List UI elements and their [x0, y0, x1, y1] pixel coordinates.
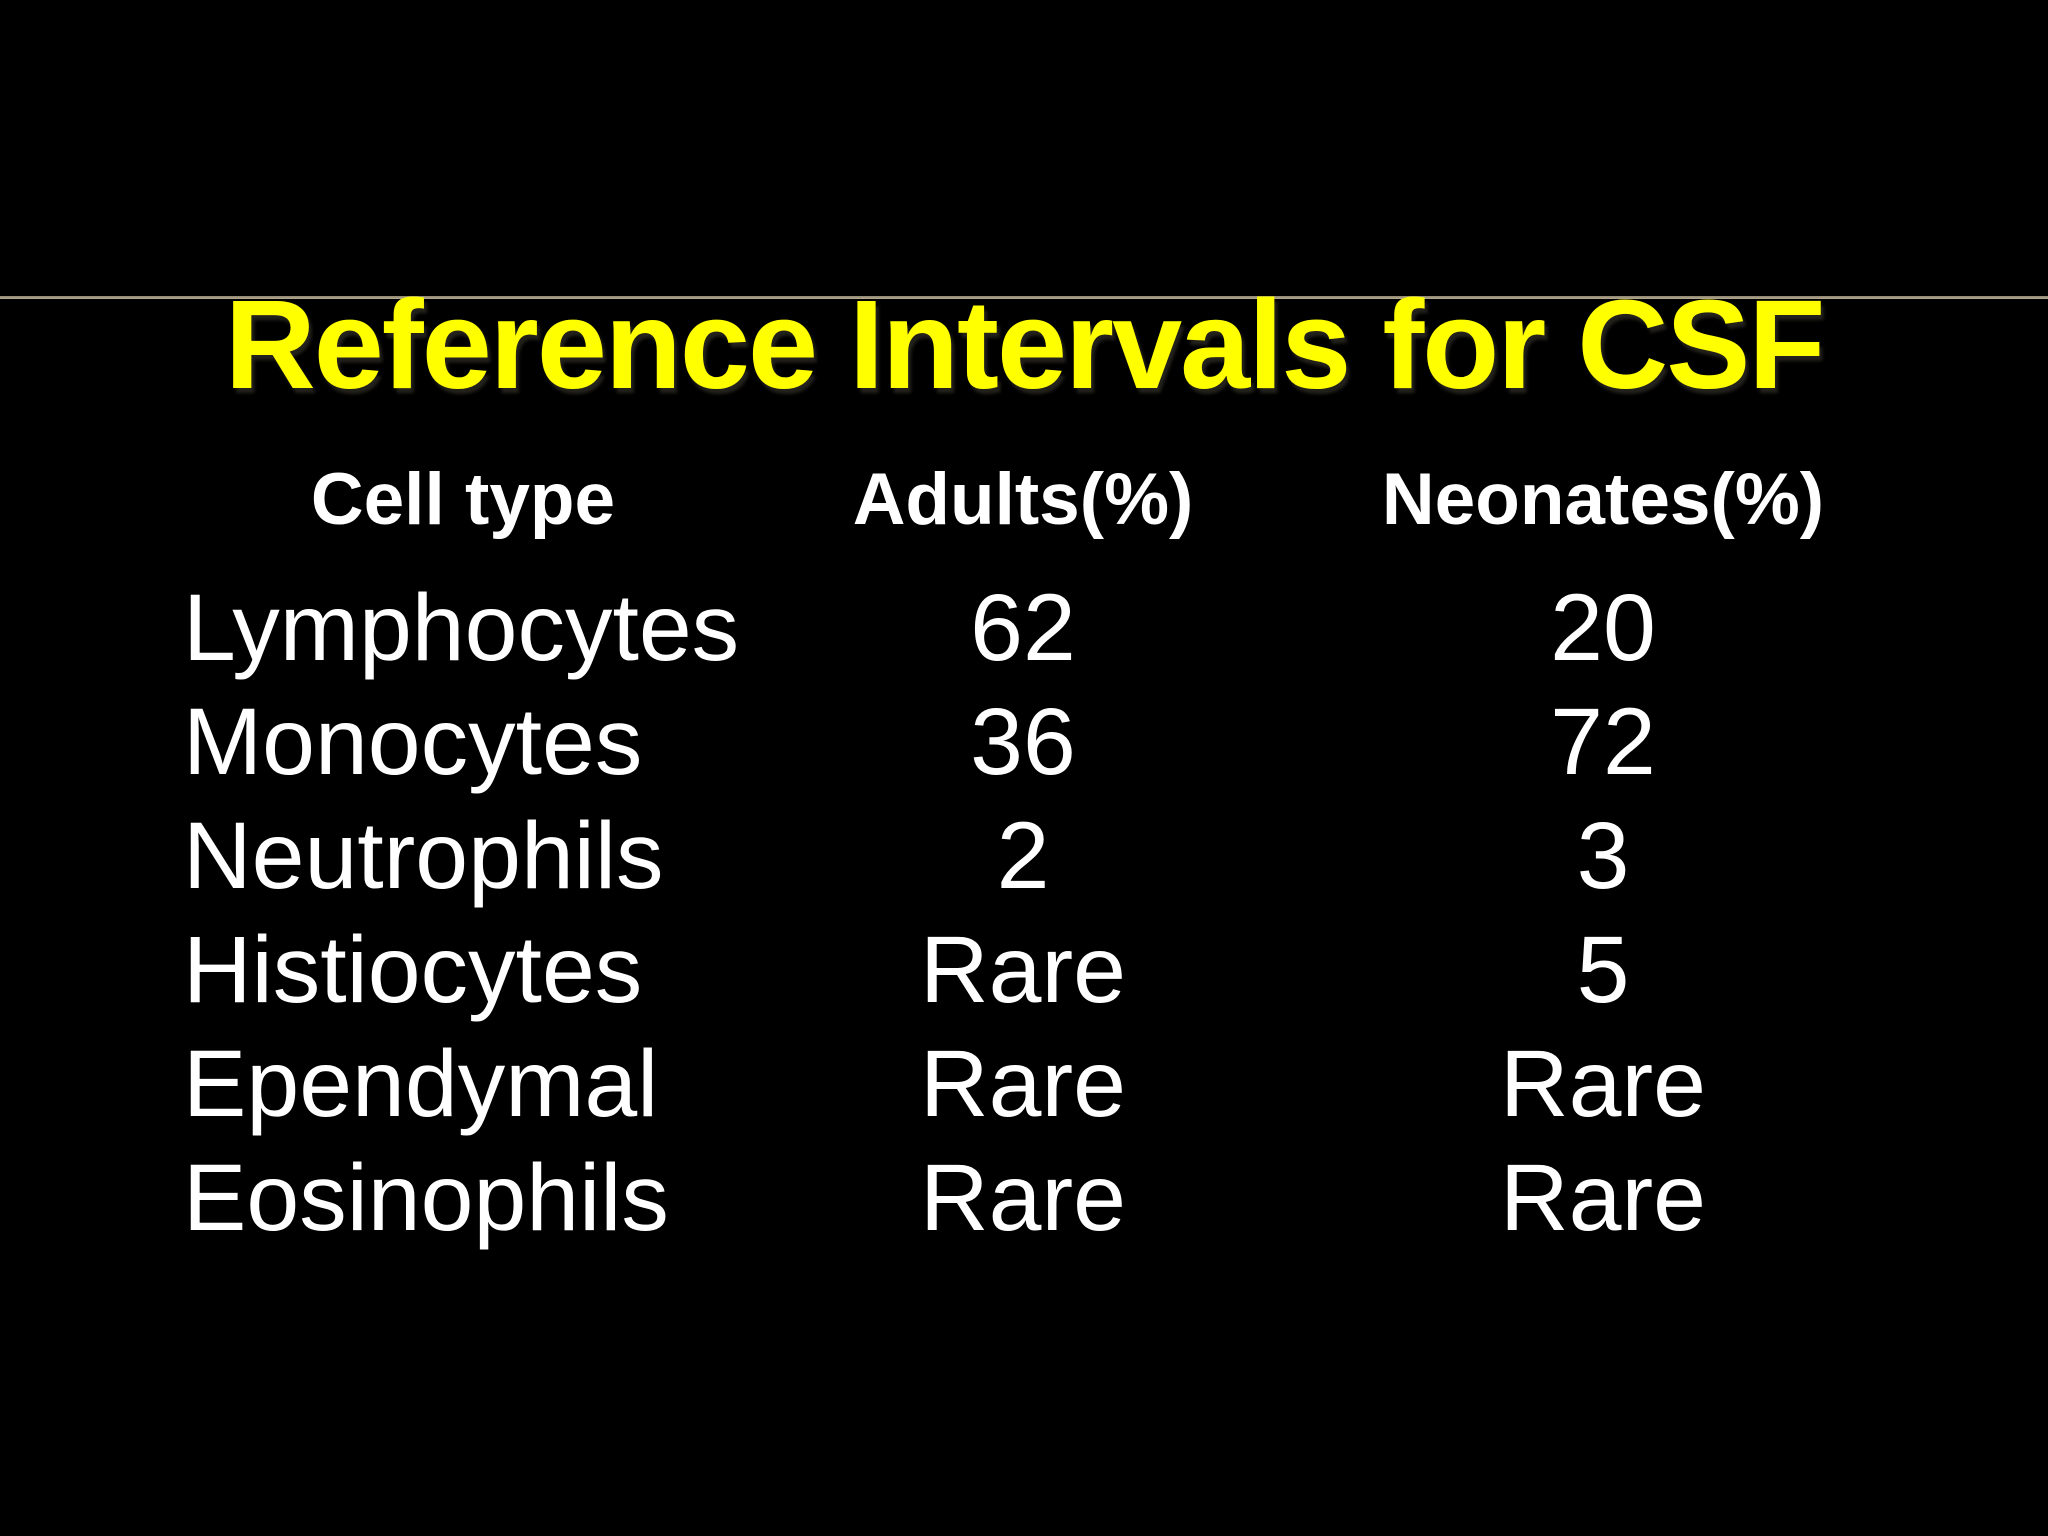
- table-row: Neutrophils 2 3: [183, 799, 1903, 913]
- neonates-value: Rare: [1500, 1145, 1706, 1251]
- cell-type-value: Ependymal: [183, 1031, 659, 1137]
- neonates-value: 72: [1550, 689, 1656, 795]
- adults-value: Rare: [920, 1145, 1126, 1251]
- neonates-value: 5: [1576, 917, 1630, 1023]
- column-header-neonates: Neonates(%): [1381, 459, 1825, 540]
- csf-reference-table: Cell type Adults(%) Neonates(%) Lymphocy…: [183, 455, 1903, 1255]
- table-row: Eosinophils Rare Rare: [183, 1141, 1903, 1255]
- neonates-value: 3: [1576, 803, 1630, 909]
- table-row: Monocytes 36 72: [183, 685, 1903, 799]
- column-header-adults: Adults(%): [852, 459, 1194, 540]
- adults-value: Rare: [920, 917, 1126, 1023]
- cell-type-value: Lymphocytes: [183, 575, 740, 681]
- cell-type-value: Monocytes: [183, 689, 643, 795]
- column-header-cell-type: Cell type: [310, 459, 616, 540]
- adults-value: 62: [970, 575, 1076, 681]
- table-row: Lymphocytes 62 20: [183, 571, 1903, 685]
- cell-type-value: Histiocytes: [183, 917, 643, 1023]
- adults-value: 2: [996, 803, 1050, 909]
- neonates-value: 20: [1550, 575, 1656, 681]
- table-row: Ependymal Rare Rare: [183, 1027, 1903, 1141]
- title-divider-line: [0, 296, 2048, 299]
- table-header-row: Cell type Adults(%) Neonates(%): [183, 455, 1903, 545]
- adults-value: 36: [970, 689, 1076, 795]
- adults-value: Rare: [920, 1031, 1126, 1137]
- cell-type-value: Eosinophils: [183, 1145, 669, 1251]
- table-row: Histiocytes Rare 5: [183, 913, 1903, 1027]
- cell-type-value: Neutrophils: [183, 803, 664, 909]
- neonates-value: Rare: [1500, 1031, 1706, 1137]
- slide-title: Reference Intervals for CSF: [224, 274, 1826, 416]
